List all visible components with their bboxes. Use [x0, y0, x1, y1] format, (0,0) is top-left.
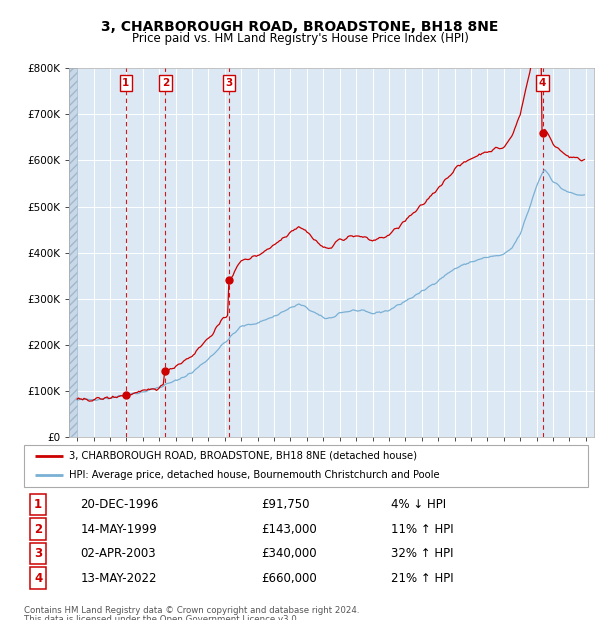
Text: Price paid vs. HM Land Registry's House Price Index (HPI): Price paid vs. HM Land Registry's House …	[131, 32, 469, 45]
Text: HPI: Average price, detached house, Bournemouth Christchurch and Poole: HPI: Average price, detached house, Bour…	[69, 471, 440, 480]
Text: £143,000: £143,000	[261, 523, 317, 536]
Text: 02-APR-2003: 02-APR-2003	[80, 547, 156, 560]
Text: 4: 4	[539, 78, 547, 88]
Text: 3, CHARBOROUGH ROAD, BROADSTONE, BH18 8NE (detached house): 3, CHARBOROUGH ROAD, BROADSTONE, BH18 8N…	[69, 451, 417, 461]
FancyBboxPatch shape	[24, 445, 588, 487]
Text: This data is licensed under the Open Government Licence v3.0.: This data is licensed under the Open Gov…	[24, 615, 299, 620]
Text: 3: 3	[226, 78, 233, 88]
Text: 2: 2	[34, 523, 42, 536]
Text: 4% ↓ HPI: 4% ↓ HPI	[391, 498, 446, 511]
Text: 21% ↑ HPI: 21% ↑ HPI	[391, 572, 453, 585]
Text: 3: 3	[34, 547, 42, 560]
Text: 11% ↑ HPI: 11% ↑ HPI	[391, 523, 453, 536]
Text: 1: 1	[122, 78, 130, 88]
Text: £660,000: £660,000	[261, 572, 317, 585]
Text: £91,750: £91,750	[261, 498, 310, 511]
Text: 4: 4	[34, 572, 42, 585]
Bar	[69, 68, 77, 437]
Text: 13-MAY-2022: 13-MAY-2022	[80, 572, 157, 585]
Text: 14-MAY-1999: 14-MAY-1999	[80, 523, 157, 536]
Text: 3, CHARBOROUGH ROAD, BROADSTONE, BH18 8NE: 3, CHARBOROUGH ROAD, BROADSTONE, BH18 8N…	[101, 20, 499, 34]
Text: 2: 2	[161, 78, 169, 88]
Text: £340,000: £340,000	[261, 547, 317, 560]
Text: Contains HM Land Registry data © Crown copyright and database right 2024.: Contains HM Land Registry data © Crown c…	[24, 606, 359, 616]
Text: 32% ↑ HPI: 32% ↑ HPI	[391, 547, 453, 560]
Text: 20-DEC-1996: 20-DEC-1996	[80, 498, 159, 511]
Text: 1: 1	[34, 498, 42, 511]
